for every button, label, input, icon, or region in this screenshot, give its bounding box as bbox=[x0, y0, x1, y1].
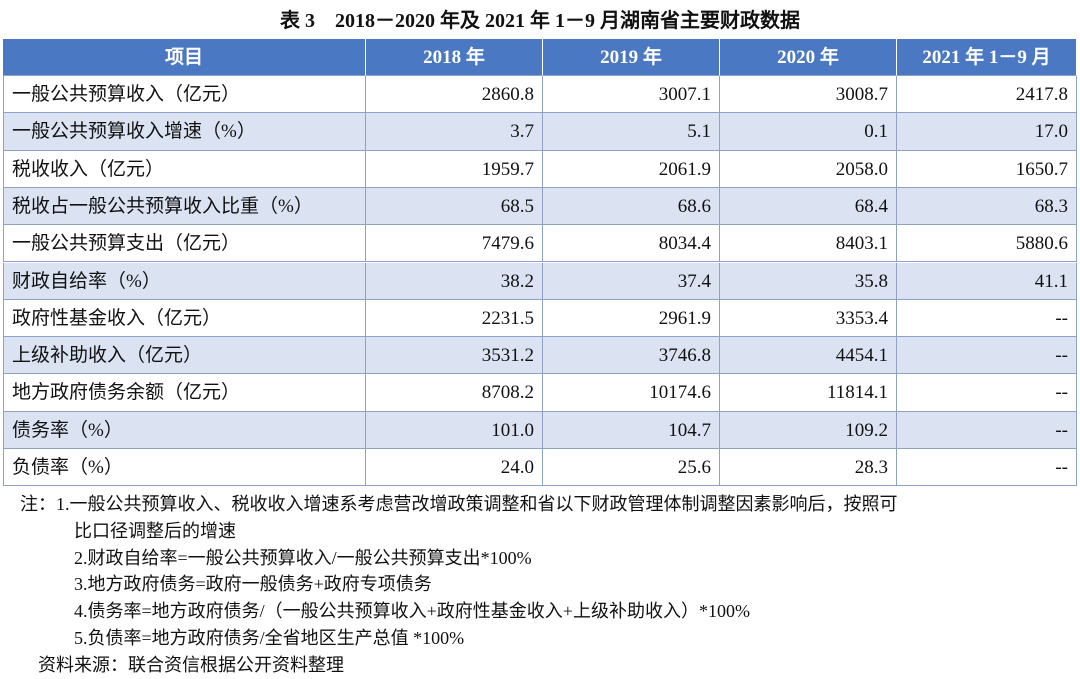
value-cell: 11814.1 bbox=[720, 374, 897, 412]
value-cell: 7479.6 bbox=[366, 225, 543, 263]
value-cell: 2961.9 bbox=[543, 299, 720, 338]
value-cell: 4454.1 bbox=[720, 337, 897, 375]
note-label: 注： bbox=[20, 494, 56, 514]
row-label: 债务率（%） bbox=[3, 411, 366, 449]
value-cell: 35.8 bbox=[720, 262, 897, 300]
value-cell: 1650.7 bbox=[897, 150, 1077, 188]
value-cell: 101.0 bbox=[366, 411, 543, 449]
row-label: 财政自给率（%） bbox=[3, 262, 366, 300]
row-label: 一般公共预算支出（亿元） bbox=[3, 225, 366, 263]
value-cell: 2860.8 bbox=[366, 76, 543, 114]
value-cell: 24.0 bbox=[366, 449, 543, 487]
value-cell: 68.3 bbox=[897, 187, 1077, 226]
row-label: 负债率（%） bbox=[3, 449, 366, 487]
value-cell: -- bbox=[897, 449, 1077, 487]
value-cell: -- bbox=[897, 374, 1077, 412]
value-cell: 3531.2 bbox=[366, 337, 543, 375]
value-cell: 3008.7 bbox=[720, 76, 897, 114]
value-cell: 28.3 bbox=[720, 449, 897, 487]
value-cell: 37.4 bbox=[543, 262, 720, 300]
row-label: 税收收入（亿元） bbox=[3, 150, 366, 188]
note-line: 5.负债率=地方政府债务/全省地区生产总值 *100% bbox=[74, 628, 465, 648]
value-cell: 25.6 bbox=[543, 449, 720, 487]
row-label: 一般公共预算收入增速（%） bbox=[3, 113, 366, 151]
value-cell: 8034.4 bbox=[543, 225, 720, 263]
row-label: 地方政府债务余额（亿元） bbox=[3, 374, 366, 412]
header-cell: 2018 年 bbox=[366, 39, 543, 76]
value-cell: -- bbox=[897, 411, 1077, 449]
row-label: 政府性基金收入（亿元） bbox=[3, 299, 366, 338]
value-cell: 109.2 bbox=[720, 411, 897, 449]
value-cell: 5.1 bbox=[543, 113, 720, 151]
note-line: 1.一般公共预算收入、税收收入增速系考虑营改增政策调整和省以下财政管理体制调整因… bbox=[56, 494, 898, 514]
note-line: 3.地方政府债务=政府一般债务+政府专项债务 bbox=[74, 574, 432, 595]
value-cell: 2058.0 bbox=[720, 150, 897, 188]
note-line: 比口径调整后的增速 bbox=[74, 520, 236, 541]
value-cell: 8708.2 bbox=[366, 374, 543, 412]
source-note: 资料来源：联合资信根据公开资料整理 bbox=[38, 654, 344, 675]
value-cell: 2417.8 bbox=[897, 76, 1077, 114]
value-cell: 68.6 bbox=[543, 187, 720, 226]
header-cell: 项目 bbox=[3, 39, 366, 76]
value-cell: -- bbox=[897, 299, 1077, 338]
note-line: 2.财政自给率=一般公共预算收入/一般公共预算支出*100% bbox=[74, 547, 532, 568]
value-cell: 68.5 bbox=[366, 187, 543, 226]
value-cell: 68.4 bbox=[720, 187, 897, 226]
row-label: 税收占一般公共预算收入比重（%） bbox=[3, 187, 366, 226]
value-cell: 3007.1 bbox=[543, 76, 720, 114]
row-label: 上级补助收入（亿元） bbox=[3, 337, 366, 375]
value-cell: 104.7 bbox=[543, 411, 720, 449]
value-cell: 3.7 bbox=[366, 113, 543, 151]
value-cell: 10174.6 bbox=[543, 374, 720, 412]
value-cell: 3746.8 bbox=[543, 337, 720, 375]
row-label: 一般公共预算收入（亿元） bbox=[3, 76, 366, 114]
value-cell: 8403.1 bbox=[720, 225, 897, 263]
value-cell: 0.1 bbox=[720, 113, 897, 151]
table-title: 表 3 2018－2020 年及 2021 年 1－9 月湖南省主要财政数据 bbox=[280, 10, 800, 32]
value-cell: 17.0 bbox=[897, 113, 1077, 151]
value-cell: -- bbox=[897, 337, 1077, 375]
value-cell: 3353.4 bbox=[720, 299, 897, 338]
header-cell: 2019 年 bbox=[543, 39, 720, 76]
value-cell: 2061.9 bbox=[543, 150, 720, 188]
value-cell: 38.2 bbox=[366, 262, 543, 300]
value-cell: 41.1 bbox=[897, 262, 1077, 300]
header-cell: 2021 年 1－9 月 bbox=[897, 39, 1077, 76]
note-line: 4.债务率=地方政府债务/（一般公共预算收入+政府性基金收入+上级补助收入）*1… bbox=[74, 601, 750, 622]
value-cell: 2231.5 bbox=[366, 299, 543, 338]
value-cell: 1959.7 bbox=[366, 150, 543, 188]
header-cell: 2020 年 bbox=[720, 39, 897, 76]
value-cell: 5880.6 bbox=[897, 225, 1077, 263]
